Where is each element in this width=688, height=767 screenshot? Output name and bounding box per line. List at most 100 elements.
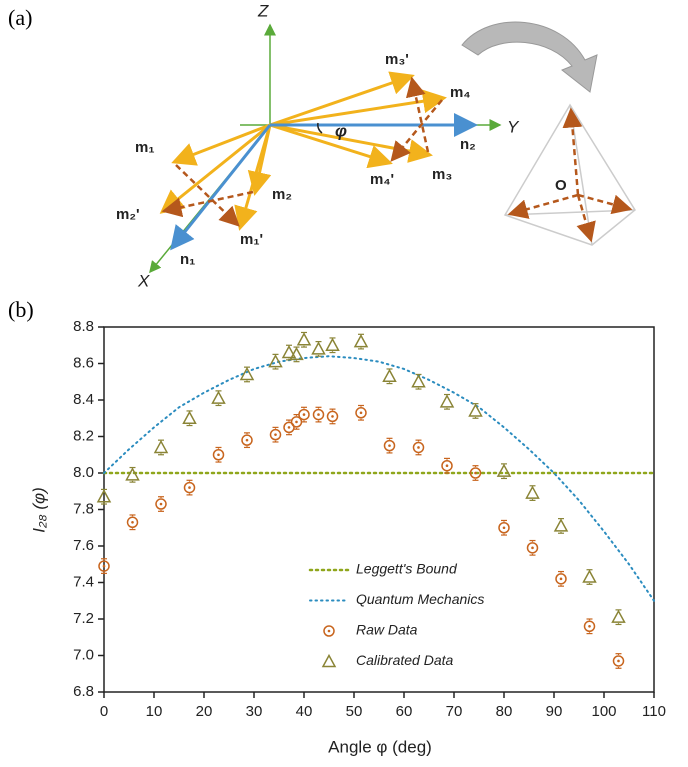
marker [498, 522, 510, 534]
y-tick-label: 8.6 [73, 354, 94, 371]
legend-label: Calibrated Data [356, 652, 453, 668]
marker-dot [474, 471, 477, 475]
marker-ring [241, 434, 253, 446]
error-bar [529, 539, 536, 556]
vector-label: m₁' [240, 231, 263, 248]
diagram: (a) Z Y X φ n₁ n₂ m₁ m₂ m [8, 1, 636, 290]
panel-label: (a) [8, 5, 32, 30]
marker-ring [126, 516, 139, 529]
angle-arc [317, 122, 323, 134]
marker-ring [298, 408, 310, 421]
error-bar [501, 519, 507, 536]
y-tick-label: 7.4 [73, 573, 94, 590]
y-tick-label: 8.2 [73, 427, 94, 444]
n1-vector [170, 124, 272, 251]
error-bar [558, 570, 564, 587]
y-tick-label: 7.0 [73, 646, 94, 663]
y-tick-label: 8.0 [73, 464, 94, 481]
marker [183, 481, 196, 494]
marker-dot [217, 453, 220, 457]
rotation-arrow [461, 21, 598, 93]
marker [281, 344, 297, 359]
marker [325, 337, 340, 351]
x-tick-label: 50 [346, 703, 363, 720]
marker-ring [441, 459, 453, 472]
axis-label: Y [507, 117, 520, 136]
m-vectors [159, 71, 447, 231]
marker [268, 354, 283, 368]
error-bar [329, 408, 336, 425]
error-bar [386, 437, 393, 454]
marker-dot [245, 438, 249, 442]
marker [312, 408, 325, 421]
marker [439, 394, 455, 408]
marker-dot [388, 444, 391, 447]
marker-dot [417, 446, 420, 449]
vector-label: m₄ [450, 84, 471, 101]
x-tick-label: 10 [146, 703, 163, 720]
marker [241, 434, 253, 446]
vector-label: n₁ [180, 251, 195, 268]
marker-ring [283, 421, 295, 434]
axis-label: Z [257, 1, 269, 20]
panel-label: (b) [8, 297, 34, 322]
marker-dot [102, 564, 106, 568]
y-tick-label: 8.8 [73, 318, 94, 335]
marker [98, 560, 110, 572]
error-bar [129, 514, 136, 531]
marker [298, 408, 310, 421]
legend-label: Leggett's Bound [356, 561, 458, 577]
marker-ring [555, 573, 567, 585]
marker-ring [469, 467, 482, 479]
marker [469, 467, 482, 479]
error-bar [272, 426, 279, 443]
marker [383, 439, 396, 452]
y-tick-label: 7.2 [73, 610, 94, 627]
marker-ring [526, 542, 539, 554]
series-line [103, 355, 655, 602]
marker-dot [331, 415, 334, 418]
marker [611, 609, 626, 623]
marker [496, 463, 512, 477]
marker-ring [498, 522, 510, 534]
error-bar [244, 432, 250, 449]
error-bar [286, 419, 292, 436]
marker [441, 459, 453, 472]
marker [526, 542, 539, 554]
vector-label: m₁ [135, 139, 155, 156]
angle-label: φ [335, 121, 347, 140]
marker [182, 410, 197, 424]
vector-label: m₂' [116, 206, 140, 223]
x-axis-label: Angle φ (deg) [328, 737, 432, 756]
error-bar [158, 496, 164, 512]
marker-ring [212, 449, 225, 461]
marker [555, 573, 567, 585]
x-tick-label: 70 [446, 703, 463, 720]
marker-dot [295, 420, 298, 424]
marker-dot [188, 486, 191, 489]
x-tick-label: 0 [100, 703, 108, 720]
vector-label: n₂ [460, 136, 476, 153]
marker-ring [583, 620, 596, 633]
marker [353, 334, 369, 348]
y-tick-label: 7.8 [73, 500, 94, 517]
error-bar [186, 479, 193, 496]
origin-label: O [555, 177, 567, 194]
error-bar [315, 406, 322, 423]
tetra-vectors [507, 107, 633, 243]
tetrahedron [503, 103, 636, 246]
marker-dot [131, 520, 134, 524]
marker-dot [287, 426, 291, 429]
error-bar [415, 439, 422, 456]
marker [153, 439, 169, 454]
y-tick-label: 6.8 [73, 683, 94, 700]
marker [612, 655, 625, 667]
x-tick-label: 30 [246, 703, 263, 720]
marker-dot [617, 659, 620, 663]
marker [311, 341, 326, 355]
marker-ring [183, 481, 196, 494]
marker-dot [359, 411, 363, 415]
marker [296, 332, 312, 346]
error-bar [444, 457, 450, 474]
